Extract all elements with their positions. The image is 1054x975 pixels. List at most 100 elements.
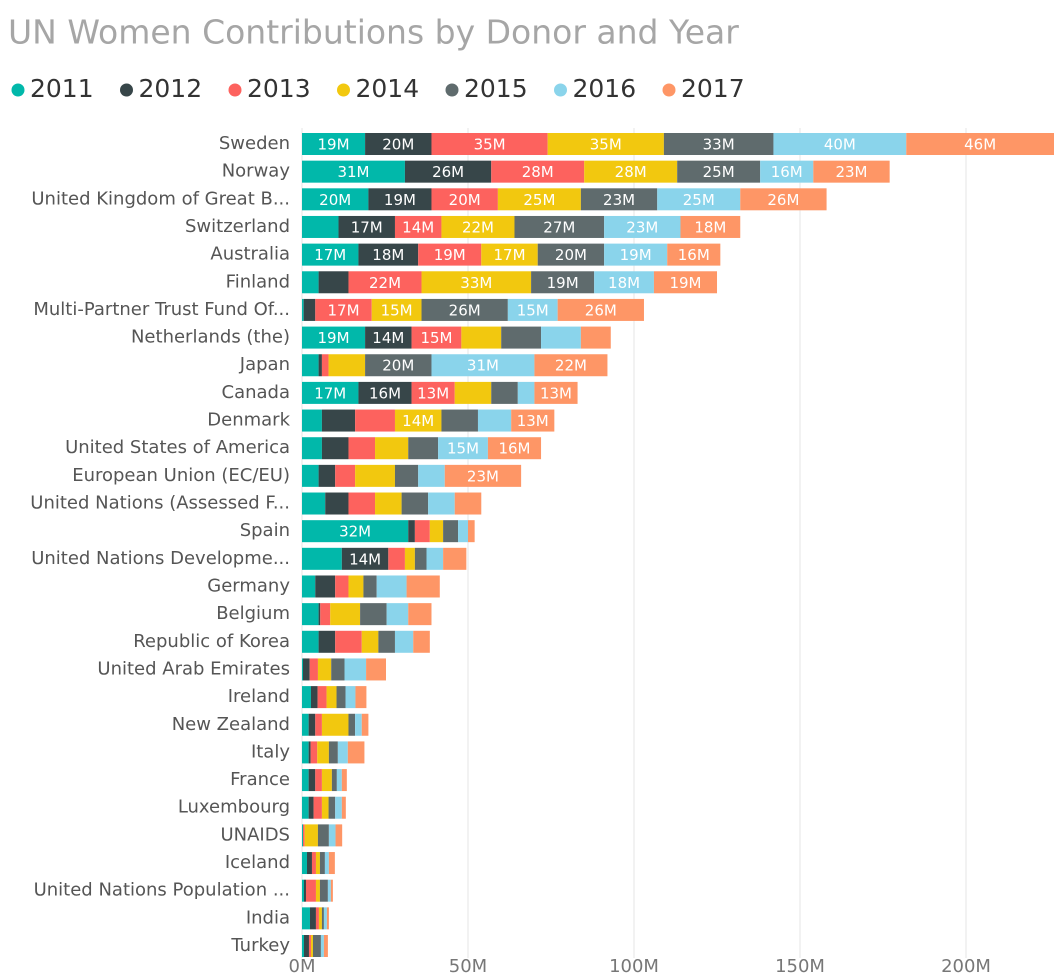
bar-segment [311, 852, 316, 875]
data-label: 25M [683, 191, 715, 209]
bar-segment [302, 824, 305, 847]
bar-segment [368, 188, 432, 211]
bar-segment [320, 603, 331, 626]
bar-segment [497, 188, 581, 211]
bar-segment [441, 215, 515, 238]
category-label: Sweden [219, 133, 290, 154]
bar-segment [302, 769, 309, 792]
bar-segment [413, 630, 430, 653]
bar-segment [306, 852, 312, 875]
bar-segment [331, 658, 345, 681]
bar-segment [318, 630, 336, 653]
bar-segment [421, 271, 532, 294]
bar-segment [302, 188, 369, 211]
data-label: 23M [467, 467, 499, 485]
bar-segment [547, 133, 664, 155]
bar-segment [534, 354, 608, 377]
bar-segment [414, 547, 427, 570]
chart-title: UN Women Contributions by Donor and Year [8, 13, 739, 52]
legend-label: 2013 [247, 74, 311, 103]
bar-segment [308, 796, 314, 819]
bar-segment [323, 907, 327, 930]
bar-segment [302, 492, 326, 515]
bar-segment [361, 713, 369, 736]
bar-segment [401, 492, 429, 515]
bar-segment [310, 686, 318, 709]
bar-segment [394, 630, 414, 653]
category-label: Multi-Partner Trust Fund Of... [33, 299, 290, 320]
bar-segment [326, 907, 329, 930]
data-label: 14M [372, 329, 404, 347]
category-label: New Zealand [172, 714, 290, 735]
data-label: 14M [402, 412, 434, 430]
legend-label: 2014 [356, 74, 420, 103]
bar-segment [328, 824, 336, 847]
bar-segment [336, 686, 346, 709]
category-label: United Nations (Assessed F... [30, 493, 290, 514]
bar-segment [302, 547, 342, 570]
bar-segment [330, 603, 361, 626]
bar-segment [318, 354, 322, 377]
data-label: 19M [547, 274, 579, 292]
data-label: 19M [669, 274, 701, 292]
bar-segment [375, 437, 409, 460]
bar-segment [315, 769, 322, 792]
bar-segment [321, 769, 332, 792]
bar-segment [477, 409, 512, 432]
bar-segment [348, 271, 422, 294]
data-label: 17M [327, 301, 359, 319]
bar-segment [345, 686, 356, 709]
bar-segment [321, 796, 329, 819]
bar-segment [657, 188, 741, 211]
bar-segment [302, 409, 322, 432]
bar-segment [302, 215, 339, 238]
bar-segment [344, 658, 367, 681]
bar-segment [302, 464, 319, 487]
bar-segment [458, 520, 469, 543]
data-label: 13M [540, 384, 572, 402]
bar-segment [365, 326, 412, 349]
bar-segment [335, 630, 362, 653]
legend-swatch [337, 83, 350, 97]
bar-segment [302, 243, 359, 266]
data-label: 26M [449, 301, 481, 319]
data-label: 26M [767, 191, 799, 209]
data-label: 18M [694, 218, 726, 236]
bar-segment [320, 935, 324, 957]
category-label: UNAIDS [220, 824, 290, 845]
bar-segment [335, 796, 342, 819]
bar-segment [355, 713, 362, 736]
bar-segment [348, 492, 376, 515]
bar-segment [310, 935, 313, 957]
bar-segment [491, 160, 585, 183]
data-label: 17M [314, 384, 346, 402]
x-tick-label: 150M [775, 956, 825, 975]
bar-segment [481, 243, 538, 266]
bar-segment [355, 686, 367, 709]
bars: 19M 20M 35M 35M 33M 40M 46M 31M 26M 28M 28M 25M 16M 2… [302, 133, 1054, 957]
data-label: 22M [555, 357, 587, 375]
bar-segment [388, 547, 405, 570]
category-label: Germany [207, 575, 290, 596]
bar-segment [355, 409, 395, 432]
bar-segment [336, 769, 342, 792]
data-label: 20M [449, 191, 481, 209]
data-label: 33M [703, 136, 735, 154]
data-label: 15M [381, 301, 413, 319]
bar-segment [327, 879, 331, 902]
data-label: 19M [318, 136, 350, 154]
bar-segment [318, 271, 349, 294]
bar-segment [580, 326, 611, 349]
bar-segment [376, 575, 407, 598]
bar-segment [317, 824, 329, 847]
bar-segment [315, 298, 372, 321]
data-label: 19M [434, 246, 466, 264]
bar-segment [326, 686, 337, 709]
data-label: 19M [620, 246, 652, 264]
bar-segment [507, 298, 558, 321]
bar-segment [394, 409, 442, 432]
bar-segment [443, 520, 459, 543]
bar-segment [305, 879, 316, 902]
data-label: 14M [402, 218, 434, 236]
bar-segment [677, 160, 761, 183]
